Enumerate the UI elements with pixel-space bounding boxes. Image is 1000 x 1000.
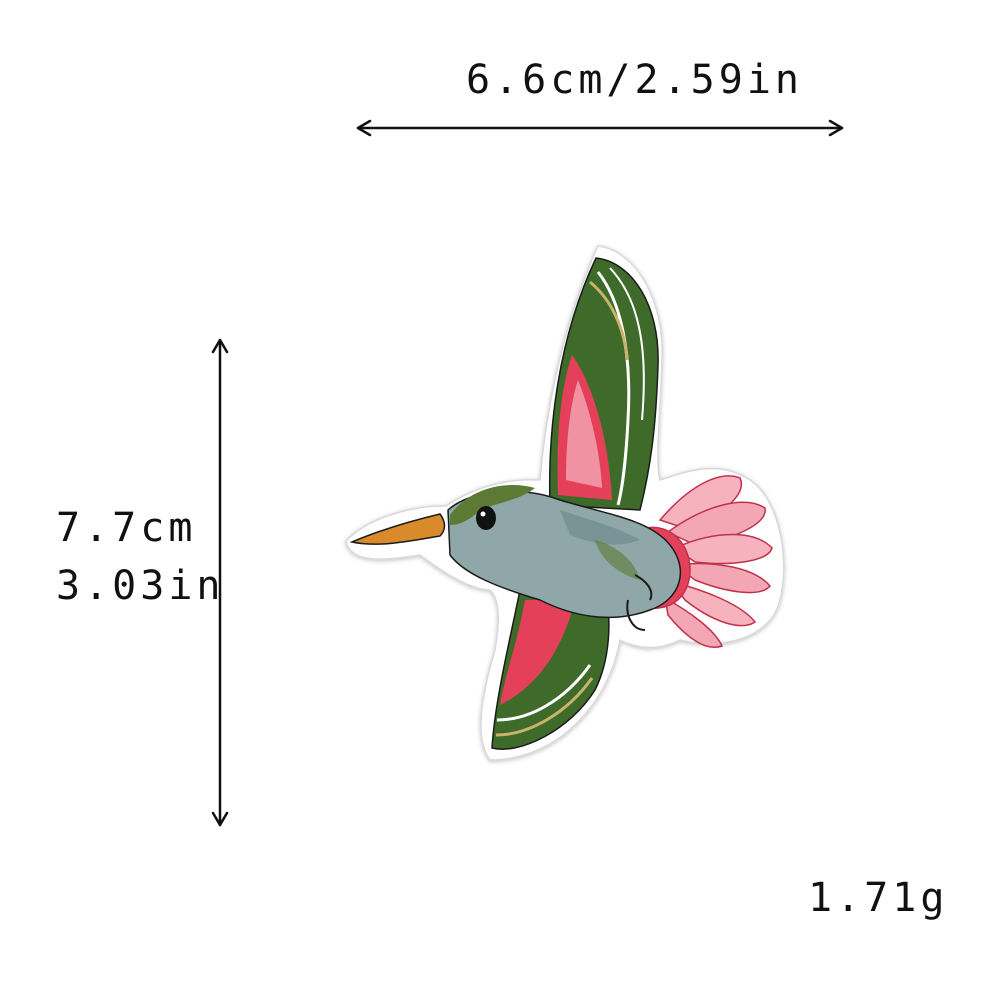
- bird-head: [476, 506, 496, 530]
- weight-label: 1.71g: [808, 875, 949, 921]
- height-in-label: 3.03in: [56, 563, 225, 609]
- eye-icon: [476, 506, 496, 530]
- height-cm-label: 7.7cm: [56, 505, 197, 551]
- bird-beak: [349, 513, 446, 545]
- width-label: 6.6cm/2.59in: [466, 57, 803, 103]
- bird-body: [447, 485, 681, 631]
- upper-wing: [548, 257, 659, 511]
- lower-wing: [491, 589, 610, 750]
- width-arrow: [356, 119, 844, 137]
- height-arrow: [211, 338, 229, 827]
